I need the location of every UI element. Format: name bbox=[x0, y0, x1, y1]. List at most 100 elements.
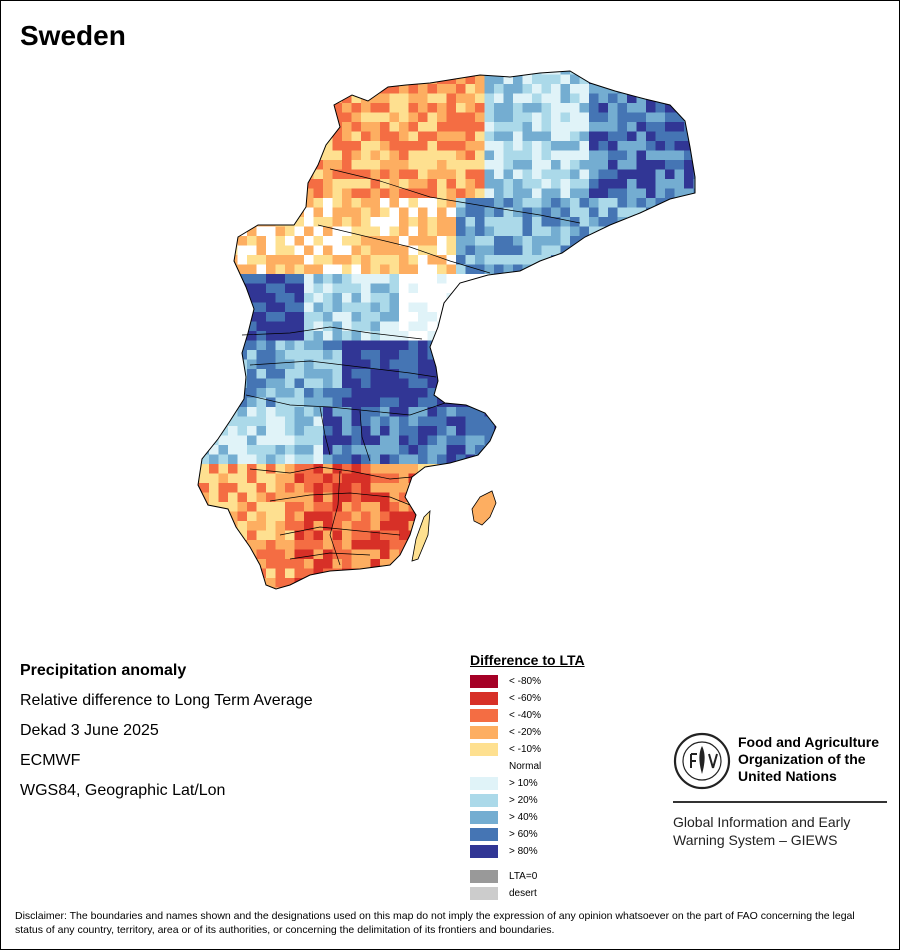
grid-cell bbox=[627, 93, 637, 104]
grid-cell bbox=[703, 521, 710, 531]
grid-cell bbox=[389, 84, 400, 94]
grid-cell bbox=[247, 568, 257, 579]
grid-cell bbox=[484, 378, 495, 389]
grid-cell bbox=[361, 388, 371, 398]
grid-cell bbox=[285, 597, 295, 605]
grid-cell bbox=[503, 340, 514, 351]
grid-cell bbox=[674, 416, 685, 427]
grid-cell bbox=[484, 407, 495, 417]
grid-cell bbox=[475, 312, 485, 322]
grid-cell bbox=[646, 435, 656, 446]
grid-cell bbox=[256, 321, 267, 332]
grid-cell bbox=[598, 350, 609, 360]
grid-cell bbox=[228, 226, 238, 237]
grid-cell bbox=[636, 350, 647, 360]
grid-cell bbox=[541, 274, 552, 284]
grid-cell bbox=[275, 578, 286, 588]
legend: Difference to LTA < -80% < -60% < -40% < -2… bbox=[470, 652, 585, 902]
grid-cell bbox=[579, 93, 590, 104]
grid-cell bbox=[655, 188, 666, 199]
grid-cell bbox=[389, 131, 400, 142]
grid-cell bbox=[256, 207, 267, 218]
grid-cell bbox=[456, 93, 466, 104]
grid-cell bbox=[351, 568, 362, 579]
grid-cell bbox=[437, 511, 447, 522]
grid-cell bbox=[437, 397, 447, 408]
grid-cell bbox=[541, 587, 552, 589]
grid-cell bbox=[294, 302, 305, 313]
grid-cell bbox=[351, 435, 362, 446]
grid-cell bbox=[218, 407, 229, 417]
grid-cell bbox=[370, 331, 381, 341]
grid-cell bbox=[399, 597, 409, 605]
grid-cell bbox=[399, 179, 409, 189]
grid-cell bbox=[209, 188, 219, 199]
grid-cell bbox=[684, 302, 694, 313]
grid-cell bbox=[256, 226, 267, 237]
grid-cell bbox=[266, 131, 276, 142]
grid-cell bbox=[323, 293, 333, 303]
grid-cell bbox=[484, 473, 495, 484]
grid-cell bbox=[703, 65, 710, 75]
grid-cell bbox=[389, 549, 400, 560]
grid-cell bbox=[703, 113, 710, 123]
grid-cell bbox=[198, 74, 200, 85]
grid-cell bbox=[560, 264, 571, 275]
grid-cell bbox=[589, 236, 599, 246]
grid-cell bbox=[332, 331, 343, 341]
grid-cell bbox=[560, 84, 571, 94]
grid-cell bbox=[513, 112, 523, 123]
grid-cell bbox=[256, 160, 267, 170]
grid-cell bbox=[589, 397, 599, 408]
grid-cell bbox=[199, 530, 210, 541]
grid-cell bbox=[275, 141, 286, 151]
grid-cell bbox=[627, 473, 637, 484]
legend-swatch bbox=[470, 845, 498, 858]
grid-cell bbox=[247, 454, 257, 465]
grid-cell bbox=[665, 559, 675, 569]
grid-cell bbox=[665, 445, 675, 455]
grid-cell bbox=[551, 587, 561, 589]
grid-cell bbox=[342, 293, 352, 303]
grid-cell bbox=[332, 454, 343, 465]
grid-cell bbox=[198, 378, 200, 389]
grid-cell bbox=[351, 321, 362, 332]
grid-cell bbox=[541, 207, 552, 218]
grid-cell bbox=[579, 407, 590, 417]
grid-cell bbox=[266, 454, 276, 465]
grid-cell bbox=[579, 350, 590, 360]
grid-cell bbox=[266, 559, 276, 569]
grid-cell bbox=[313, 255, 324, 265]
grid-cell bbox=[427, 454, 438, 465]
grid-cell bbox=[665, 169, 675, 180]
grid-cell bbox=[437, 207, 447, 218]
grid-cell bbox=[418, 426, 428, 436]
grid-cell bbox=[437, 255, 447, 265]
grid-cell bbox=[228, 587, 238, 589]
grid-cell bbox=[551, 226, 561, 237]
grid-cell bbox=[332, 245, 343, 256]
grid-cell bbox=[237, 397, 248, 408]
grid-cell bbox=[693, 388, 695, 398]
grid-cell bbox=[218, 188, 229, 199]
grid-cell bbox=[437, 549, 447, 560]
grid-cell bbox=[332, 378, 343, 389]
grid-cell bbox=[532, 302, 542, 313]
grid-cell bbox=[598, 369, 609, 379]
grid-cell bbox=[323, 207, 333, 218]
grid-cell bbox=[703, 236, 710, 246]
grid-cell bbox=[389, 321, 400, 332]
grid-cell bbox=[323, 511, 333, 522]
grid-cell bbox=[627, 245, 637, 256]
grid-cell bbox=[684, 274, 694, 284]
grid-cell bbox=[693, 540, 695, 550]
grid-cell bbox=[646, 264, 656, 275]
grid-cell bbox=[532, 388, 542, 398]
grid-cell bbox=[551, 549, 561, 560]
grid-cell bbox=[465, 340, 476, 351]
grid-cell bbox=[361, 150, 371, 161]
grid-cell bbox=[617, 559, 628, 569]
grid-cell bbox=[570, 179, 580, 189]
grid-cell bbox=[399, 207, 409, 218]
grid-cell bbox=[313, 464, 324, 474]
